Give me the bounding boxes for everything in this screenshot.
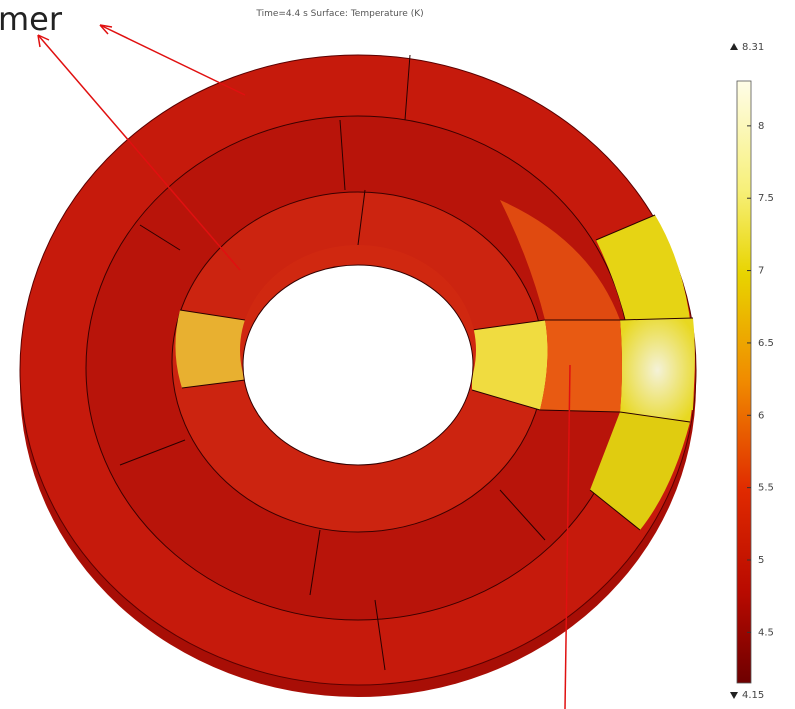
colorbar-tick-label: 6: [758, 410, 764, 421]
hot-region: [472, 320, 548, 410]
annotation: mer: [0, 0, 63, 38]
min-triangle: [730, 692, 738, 699]
colorbar: [730, 43, 752, 699]
colorbar-tick-label: 4.5: [758, 627, 774, 638]
colorbar-tick-label: 5.5: [758, 483, 774, 494]
hole: [242, 264, 474, 466]
warm-region: [540, 320, 622, 412]
hot-region: [620, 318, 695, 422]
segment-lines: [119, 54, 694, 671]
plot-title: Time=4.4 s Surface: Temperature (K): [255, 9, 423, 19]
colorbar-max: 8.31: [742, 42, 764, 53]
colorbar-min: 4.15: [742, 690, 764, 701]
colorbar-tick-label: 5: [758, 555, 764, 566]
max-triangle: [730, 43, 738, 50]
colorbar-gradient: [736, 80, 752, 684]
hot-region: [590, 412, 690, 530]
colorbar-tick-label: 8: [758, 121, 764, 132]
colorbar-tick-label: 6.5: [758, 338, 774, 349]
colorbar-tick-label: 7.5: [758, 193, 774, 204]
colorbar-tick-label: 7: [758, 266, 764, 277]
pointer-lines: [37, 24, 571, 709]
hot-region: [175, 310, 245, 388]
warm-region: [500, 200, 620, 320]
